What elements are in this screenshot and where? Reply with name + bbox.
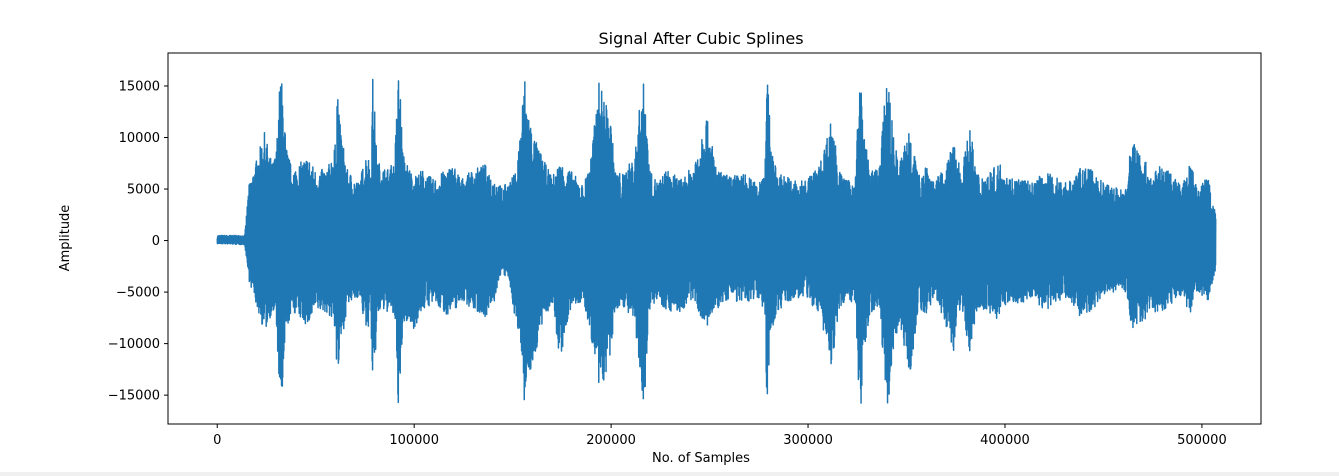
y-axis-label: Amplitude — [58, 205, 73, 272]
y-tick-label: −5000 — [116, 286, 160, 301]
y-tick-label: 0 — [152, 234, 160, 249]
bottom-strip — [0, 472, 1339, 476]
y-tick-label: 10000 — [119, 131, 160, 146]
y-tick-label: −10000 — [108, 337, 160, 352]
signal-line-0 — [216, 78, 1217, 404]
x-tick-label: 0 — [213, 433, 221, 448]
x-tick-label: 400000 — [980, 433, 1030, 448]
signal-series — [216, 78, 1217, 404]
x-axis: 0 100000 200000 300000 400000 500000 — [213, 424, 1227, 448]
y-tick-label: −15000 — [108, 389, 160, 404]
x-tick-label: 100000 — [389, 433, 439, 448]
x-tick-label: 200000 — [586, 433, 636, 448]
y-tick-label: 15000 — [119, 79, 160, 94]
x-tick-label: 500000 — [1177, 433, 1227, 448]
x-tick-label: 300000 — [783, 433, 833, 448]
y-tick-label: 5000 — [127, 183, 160, 198]
y-axis: −15000 −10000 −5000 0 5000 10000 15000 — [108, 79, 168, 404]
x-axis-label: No. of Samples — [652, 451, 750, 466]
chart-title: Signal After Cubic Splines — [598, 29, 803, 48]
plot-frame — [167, 52, 1262, 425]
